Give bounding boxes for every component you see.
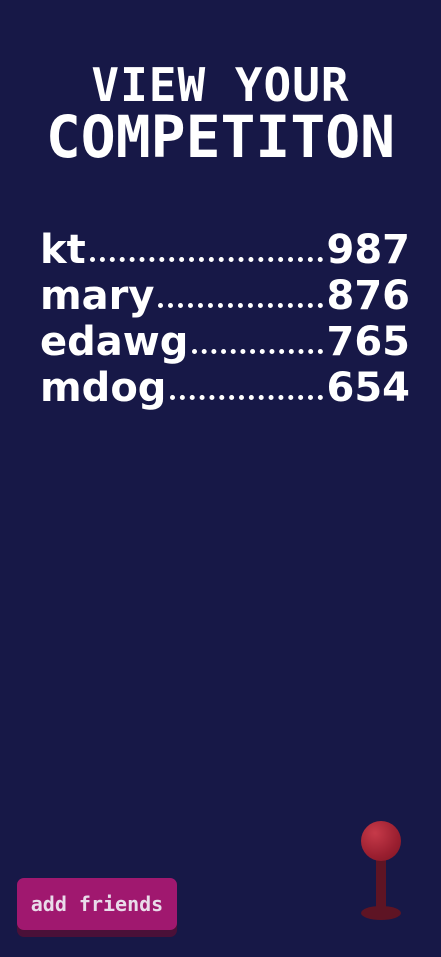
- leaderboard-row: mdog 654: [40, 362, 410, 408]
- player-score: 987: [326, 227, 411, 273]
- page-title-line-1: VIEW YOUR: [0, 62, 441, 108]
- joystick-icon[interactable]: [357, 818, 405, 922]
- dot-leader: [192, 349, 323, 354]
- add-friends-button[interactable]: add friends: [17, 878, 177, 930]
- player-score: 765: [326, 319, 411, 365]
- leaderboard-row: mary 876: [40, 270, 410, 316]
- player-name: mary: [40, 273, 155, 319]
- dot-leader: [89, 257, 323, 262]
- player-name: mdog: [40, 365, 167, 411]
- player-score: 876: [326, 273, 411, 319]
- leaderboard: kt 987 mary 876 edawg 765 mdog 654: [40, 224, 410, 408]
- player-name: kt: [40, 227, 86, 273]
- player-score: 654: [326, 365, 411, 411]
- page-title-line-2: COMPETITON: [0, 108, 441, 166]
- leaderboard-row: kt 987: [40, 224, 410, 270]
- joystick-stick: [376, 854, 386, 914]
- dot-leader: [158, 303, 323, 308]
- dot-leader: [170, 395, 323, 400]
- leaderboard-row: edawg 765: [40, 316, 410, 362]
- joystick-ball: [361, 821, 401, 861]
- player-name: edawg: [40, 319, 189, 365]
